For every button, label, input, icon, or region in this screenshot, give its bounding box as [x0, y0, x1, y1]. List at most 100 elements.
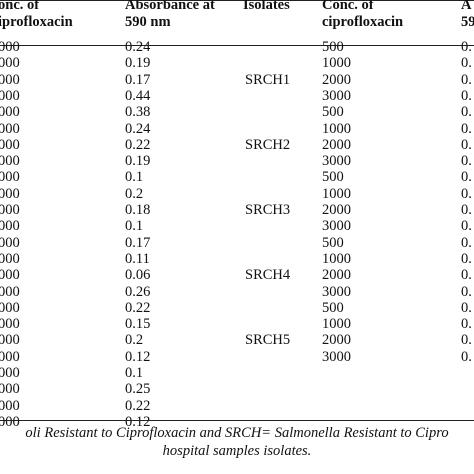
cell-conc-left: 000: [0, 267, 20, 284]
cell-conc-right: 2000: [322, 332, 351, 349]
cell-conc-left: 000: [0, 413, 20, 430]
cell-conc-left: 000: [0, 39, 20, 55]
cell-absorbance-right: 0.: [461, 71, 472, 88]
cell-absorbance-left: 0.44: [125, 87, 151, 104]
cell-absorbance-right: 0.: [461, 316, 472, 333]
cell-conc-left: 000: [0, 348, 20, 365]
table-top-rule: [0, 0, 474, 1]
cell-conc-right: 3000: [322, 153, 351, 170]
cell-absorbance-left: 0.19: [125, 55, 151, 72]
cell-absorbance-left: 0.1: [125, 365, 144, 381]
cell-conc-right: 3000: [322, 218, 351, 235]
cell-conc-right: 500: [322, 299, 344, 316]
cell-absorbance-left: 0.12: [125, 348, 151, 365]
cell-isolate: SRCH2: [245, 136, 291, 153]
cell-absorbance-right: 0.: [461, 169, 472, 186]
cell-isolate: SRCH4: [245, 267, 291, 284]
header-absorbance-right-line1: A: [461, 0, 472, 13]
cell-conc-left: 000: [0, 120, 20, 137]
cell-absorbance-right: 0.: [461, 332, 472, 349]
cell-isolate: SRCH3: [245, 202, 291, 218]
cell-conc-left: 000: [0, 250, 20, 267]
cell-absorbance-left: 0.2: [125, 332, 144, 349]
cell-absorbance-right: 0.: [461, 234, 472, 251]
cell-conc-left: 000: [0, 332, 20, 349]
cell-absorbance-right: 0.: [461, 55, 472, 72]
cell-absorbance-right: 0.: [461, 250, 472, 267]
cell-absorbance-left: 0.17: [125, 71, 151, 88]
cell-conc-left: 000: [0, 299, 20, 316]
header-conc-left-line1: onc. of: [0, 0, 40, 13]
cell-absorbance-left: 0.38: [125, 104, 151, 121]
cell-conc-right: 3000: [322, 283, 351, 300]
cell-conc-left: 000: [0, 202, 20, 218]
cell-absorbance-left: 0.22: [125, 136, 151, 153]
cell-conc-left: 000: [0, 234, 20, 251]
cell-absorbance-left: 0.26: [125, 283, 151, 300]
cell-conc-left: 000: [0, 104, 20, 121]
cell-conc-right: 1000: [322, 185, 351, 202]
cell-absorbance-right: 0.: [461, 299, 472, 316]
cell-conc-right: 500: [322, 234, 344, 251]
cell-conc-left: 000: [0, 185, 20, 202]
cell-absorbance-left: 0.24: [125, 120, 151, 137]
caption-line-1: oli Resistant to Ciprofloxacin and SRCH=…: [25, 425, 449, 441]
cell-absorbance-right: 0.: [461, 153, 472, 170]
header-absorbance-left-line2: 590 nm: [125, 14, 171, 30]
header-absorbance-right-line2: 59: [461, 14, 474, 30]
cell-conc-right: 1000: [322, 316, 351, 333]
cell-absorbance-left: 0.19: [125, 153, 151, 170]
header-conc-right-line1: Conc. of: [322, 0, 374, 13]
cell-conc-right: 500: [322, 169, 344, 186]
cell-absorbance-right: 0.: [461, 104, 472, 121]
cell-conc-left: 000: [0, 71, 20, 88]
cell-absorbance-left: 0.06: [125, 267, 151, 284]
cell-conc-right: 3000: [322, 87, 351, 104]
cell-conc-right: 2000: [322, 71, 351, 88]
cell-conc-left: 000: [0, 87, 20, 104]
cell-conc-right: 2000: [322, 136, 351, 153]
header-conc-right-line2: ciprofloxacin: [322, 14, 404, 30]
cell-absorbance-right: 0.: [461, 87, 472, 104]
cell-conc-right: 2000: [322, 267, 351, 284]
cell-absorbance-right: 0.: [461, 202, 472, 218]
cell-conc-right: 3000: [322, 348, 351, 365]
cell-conc-left: 000: [0, 136, 20, 153]
cell-absorbance-left: 0.17: [125, 234, 151, 251]
cell-conc-left: 000: [0, 365, 20, 381]
cell-absorbance-left: 0.25: [125, 381, 151, 398]
cell-absorbance-right: 0.: [461, 283, 472, 300]
cell-conc-left: 000: [0, 397, 20, 414]
cell-conc-right: 500: [322, 39, 344, 55]
cell-absorbance-left: 0.24: [125, 39, 151, 55]
cell-conc-left: 000: [0, 218, 20, 235]
cell-conc-right: 1000: [322, 120, 351, 137]
cell-conc-right: 1000: [322, 250, 351, 267]
cell-absorbance-left: 0.12: [125, 413, 151, 430]
header-isolates: Isolates: [243, 0, 290, 13]
cell-absorbance-right: 0.: [461, 267, 472, 284]
cell-absorbance-right: 0.: [461, 348, 472, 365]
header-conc-left-line2: iprofloxacin: [0, 14, 73, 30]
cell-absorbance-left: 0.22: [125, 397, 151, 414]
cell-absorbance-left: 0.22: [125, 299, 151, 316]
cell-conc-left: 000: [0, 169, 20, 186]
cell-absorbance-right: 0.: [461, 39, 472, 55]
cell-conc-right: 2000: [322, 202, 351, 218]
cell-absorbance-left: 0.18: [125, 202, 151, 218]
table-header-rule: [0, 45, 474, 46]
cell-isolate: SRCH1: [245, 71, 291, 88]
cell-conc-right: 1000: [322, 55, 351, 72]
cell-absorbance-right: 0.: [461, 185, 472, 202]
cell-isolate: SRCH5: [245, 332, 291, 349]
cell-absorbance-right: 0.: [461, 218, 472, 235]
cell-conc-left: 000: [0, 153, 20, 170]
cell-absorbance-left: 0.1: [125, 169, 144, 186]
cell-absorbance-left: 0.1: [125, 218, 144, 235]
cell-absorbance-right: 0.: [461, 120, 472, 137]
table-bottom-rule: [0, 420, 474, 421]
cell-conc-left: 000: [0, 316, 20, 333]
cell-absorbance-right: 0.: [461, 136, 472, 153]
cell-absorbance-left: 0.2: [125, 185, 144, 202]
